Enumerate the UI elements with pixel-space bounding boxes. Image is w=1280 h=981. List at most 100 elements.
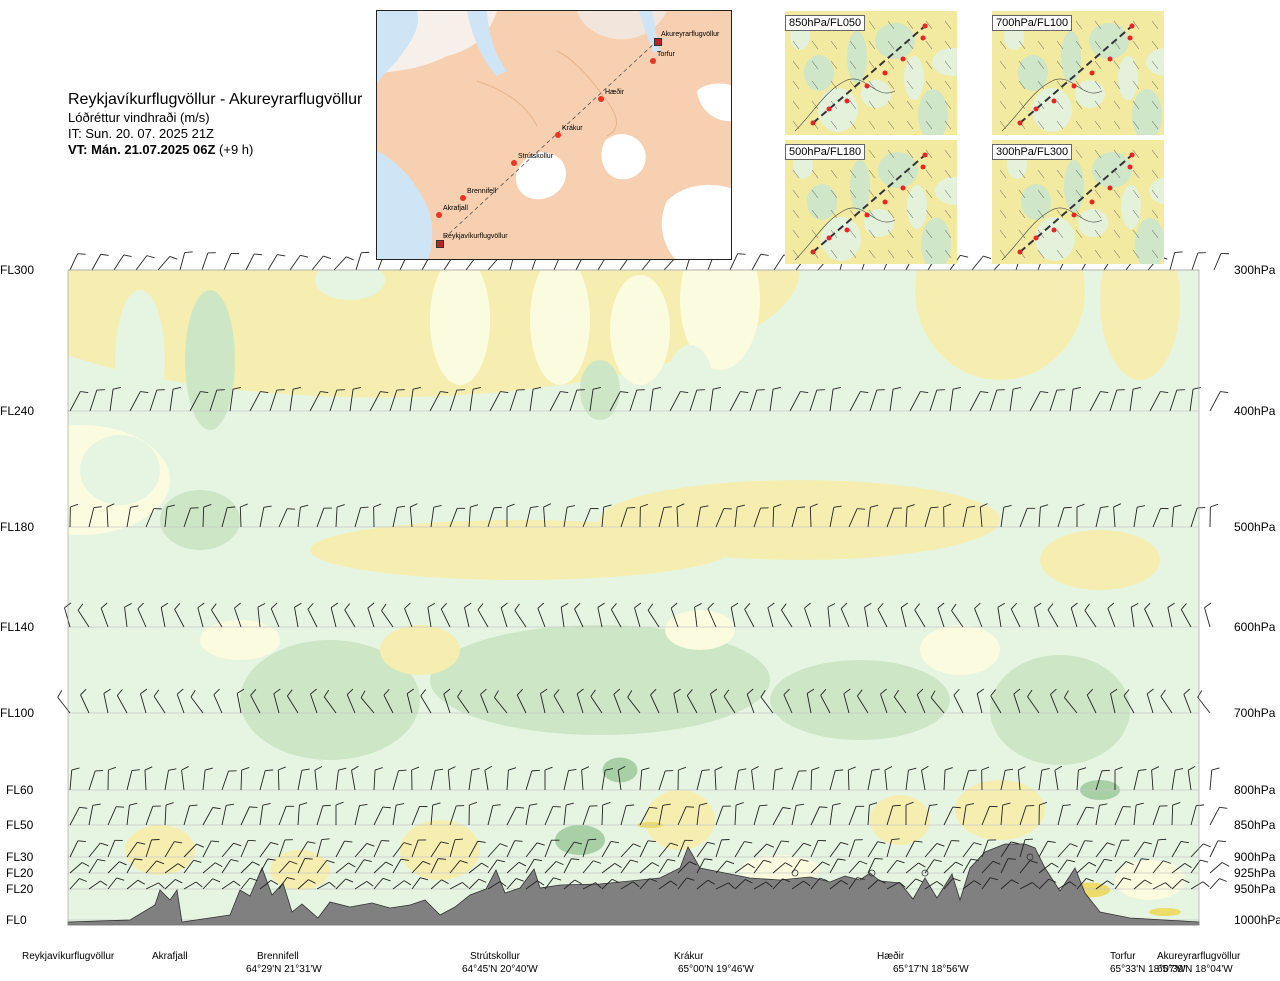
route-map-graphic [377,11,731,259]
field-contour [602,757,638,783]
wind-barb [962,858,979,874]
wind-barb [848,877,865,890]
hpa-label: 950hPa [1234,882,1276,896]
wind-barb [411,860,431,874]
wind-barb [278,839,293,858]
wind-barb [516,688,527,714]
wind-barb [827,603,836,628]
wind-barb [88,842,109,858]
wind-barb [137,602,147,628]
wind-barb [1095,769,1110,791]
wind-barb [582,508,599,528]
wind-barb [849,391,869,412]
wind-barb [620,804,635,826]
wind-barb [69,862,90,874]
wind-barb [1191,252,1206,271]
route-point-coord: 65°39'N 18°04'W [1157,964,1233,975]
wind-barb [924,506,939,528]
fl-label: FL300 [0,263,35,277]
wind-barb [677,839,693,858]
wind-barb [1076,840,1093,858]
wind-barb [316,859,335,874]
wind-barb [529,387,541,412]
wind-barb [500,602,508,628]
wind-barb [1038,840,1056,858]
wind-barb [696,802,708,826]
wind-barb [213,688,223,714]
wind-barb [929,389,945,412]
wind-barb [1152,838,1167,858]
wind-barb [723,689,736,714]
wind-barb [457,689,470,714]
wind-barb [715,839,730,858]
wind-barb [69,840,86,858]
wind-barb [582,838,597,858]
wind-barb [197,602,205,628]
wind-barb [951,603,964,628]
wind-barb [981,839,997,858]
wind-barb [1169,389,1185,412]
wind-barb [544,877,562,890]
fl-label: FL0 [6,913,27,927]
wind-barb [160,602,169,628]
wind-barb [1209,878,1227,890]
wind-barb [734,504,745,528]
wind-barb [658,858,676,874]
wind-barb [277,766,286,791]
wind-barb [1047,603,1059,628]
wind-barb [829,858,846,874]
wind-barb [153,689,166,714]
wind-barb [297,879,316,890]
wind-barb [354,859,372,874]
fl-label: FL20 [6,866,34,880]
wind-barb [809,389,825,412]
wind-barb [673,688,681,714]
wind-barb [658,770,674,791]
wind-barb [1038,767,1050,791]
wind-barb [1171,878,1190,890]
wind-barb [869,389,885,412]
wind-barb [240,767,250,791]
wind-barb [981,877,999,890]
wind-barb [791,859,809,874]
field-contour [665,610,735,650]
wind-barb [389,389,405,412]
wind-barb [809,503,818,528]
wind-barb [221,770,237,791]
wind-barb [1171,768,1184,791]
wind-barb [639,806,658,826]
wind-barb [468,767,480,791]
wind-barb [430,504,442,528]
wind-barb [183,804,198,826]
wind-barb [1095,842,1115,858]
wind-barb [867,841,886,858]
wind-barb [877,602,888,628]
wind-barb [597,602,605,628]
wind-barb [330,602,338,628]
wind-barb [1160,689,1173,714]
level-map: 850hPa/FL050 [785,11,957,135]
wind-barb [100,602,109,628]
waypoint-label: Akureyrarflugvöllur [661,31,720,38]
wind-barb [924,880,944,890]
wind-barb [525,842,545,858]
hpa-label: 800hPa [1234,783,1276,797]
wind-barb [613,688,622,714]
wind-barb [1050,688,1059,714]
wind-barb [113,254,132,271]
wind-barb [544,806,561,826]
route-point-name: Hæðir [877,951,905,962]
route-point-name: Torfur [1110,951,1136,962]
wind-barb [107,839,123,858]
fl-label: FL60 [6,783,34,797]
calm-wind-marker [921,869,929,877]
wind-barb [487,881,507,890]
title-block: Reykjavíkurflugvöllur - Akureyrarflugvöl… [68,90,362,158]
wind-barb [943,806,961,826]
wind-barb [506,878,524,890]
wind-barb [962,880,982,890]
wind-barb [627,690,641,714]
wind-barb [783,688,793,714]
wind-barb [88,803,101,826]
wind-barb [848,805,865,826]
